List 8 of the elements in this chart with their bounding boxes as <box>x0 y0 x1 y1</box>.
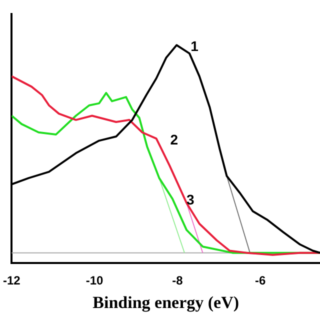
annotation: 3 <box>186 192 194 208</box>
annotation: 2 <box>170 131 178 148</box>
x-tick-label: -8 <box>172 274 184 288</box>
x-tick-label: -10 <box>86 274 104 288</box>
x-axis-title: Binding energy (eV) <box>92 293 240 312</box>
x-tick-label: -6 <box>254 274 266 288</box>
x-tick-label: -12 <box>3 274 21 288</box>
annotation: 1 <box>190 38 199 54</box>
